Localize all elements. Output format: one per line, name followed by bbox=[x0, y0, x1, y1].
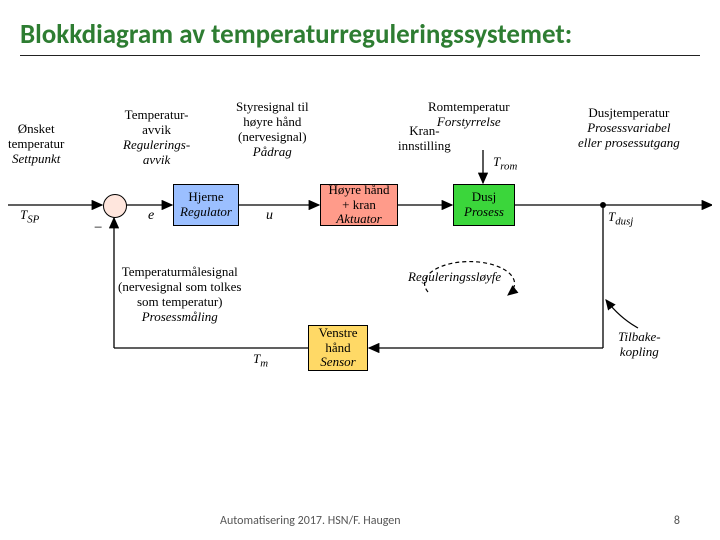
actuator-role: Aktuator bbox=[336, 212, 382, 227]
footer-credit: Automatisering 2017. HSN/F. Haugen bbox=[220, 514, 401, 528]
sensor-line1: Venstre bbox=[319, 326, 358, 341]
regulator-block: Hjerne Regulator bbox=[173, 184, 239, 226]
actuator-line1: Høyre hånd bbox=[328, 183, 389, 198]
process-role: Prosess bbox=[464, 205, 504, 220]
actuator-block: Høyre hånd + kran Aktuator bbox=[320, 184, 398, 226]
loop-label: Reguleringssløyfe bbox=[408, 270, 501, 285]
sensor-block: Venstre hånd Sensor bbox=[308, 325, 368, 371]
regulator-role: Regulator bbox=[180, 205, 232, 220]
process-block: Dusj Prosess bbox=[453, 184, 515, 226]
summing-junction bbox=[103, 194, 127, 218]
u-symbol: u bbox=[266, 208, 273, 224]
block-diagram: Hjerne Regulator Høyre hånd + kran Aktua… bbox=[8, 100, 712, 450]
error-label: Temperatur- avvik Regulerings- avvik bbox=[123, 108, 190, 168]
tsp-symbol: TSP bbox=[20, 208, 39, 226]
disturbance-label: Romtemperatur Forstyrrelse bbox=[428, 100, 510, 130]
feedback-label: Tilbake- kopling bbox=[618, 330, 661, 360]
sensor-role: Sensor bbox=[320, 355, 355, 370]
trom-symbol: Trom bbox=[493, 155, 517, 173]
page-number: 8 bbox=[674, 514, 680, 528]
process-label: Dusj bbox=[472, 190, 497, 205]
page-title: Blokkdiagram av temperaturreguleringssys… bbox=[20, 18, 700, 56]
minus-sign: − bbox=[94, 220, 102, 237]
output-label: Dusjtemperatur Prosessvariabel eller pro… bbox=[578, 106, 680, 151]
control-signal-label: Styresignal til høyre hånd (nervesignal)… bbox=[236, 100, 309, 160]
tm-symbol: Tm bbox=[253, 352, 268, 370]
sensor-line2: hånd bbox=[325, 341, 350, 356]
diagram-lines bbox=[8, 100, 712, 450]
measurement-label: Temperaturmålesignal (nervesignal som to… bbox=[118, 265, 241, 325]
regulator-label: Hjerne bbox=[188, 190, 223, 205]
tdusj-symbol: Tdusj bbox=[608, 210, 633, 228]
e-symbol: e bbox=[148, 208, 154, 224]
setpoint-label: Ønsket temperatur Settpunkt bbox=[8, 122, 64, 167]
actuator-line2: + kran bbox=[342, 198, 376, 213]
